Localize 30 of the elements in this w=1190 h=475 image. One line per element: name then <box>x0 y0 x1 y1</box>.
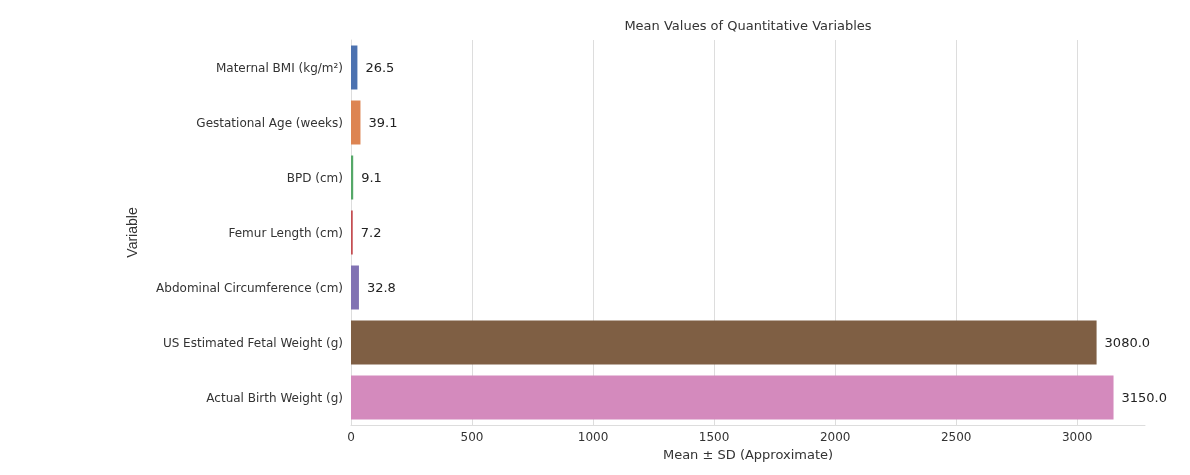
data-label: 39.1 <box>368 115 398 130</box>
y-tick-label: US Estimated Fetal Weight (g) <box>162 335 343 350</box>
data-label: 9.1 <box>361 170 382 185</box>
y-tick-label: BPD (cm) <box>286 170 343 185</box>
x-axis-title: Mean ± SD (Approximate) <box>662 446 834 462</box>
data-label: 3150.0 <box>1121 390 1168 405</box>
bar <box>351 265 359 310</box>
y-tick-label: Femur Length (cm) <box>228 225 343 240</box>
chart-title: Mean Values of Quantitative Variables <box>624 18 872 33</box>
data-label: 7.2 <box>360 225 382 240</box>
y-tick-label: Actual Birth Weight (g) <box>206 390 343 405</box>
bar <box>351 100 361 145</box>
data-label: 32.8 <box>366 280 396 295</box>
y-axis-title: Variable <box>124 207 140 258</box>
x-tick-label: 2500 <box>940 430 972 444</box>
x-tick-label: 3000 <box>1061 430 1093 444</box>
x-tick-label: 1000 <box>577 430 609 444</box>
x-tick-label: 0 <box>347 430 355 444</box>
bar <box>351 375 1114 420</box>
y-tick-label: Maternal BMI (kg/m²) <box>215 60 343 75</box>
data-label: 3080.0 <box>1104 335 1151 350</box>
bar <box>351 45 358 90</box>
x-tick-label: 500 <box>460 430 484 444</box>
bar <box>351 320 1097 365</box>
y-tick-label: Abdominal Circumference (cm) <box>156 280 343 295</box>
data-label: 26.5 <box>365 60 395 75</box>
x-tick-label: 2000 <box>819 430 851 444</box>
x-tick-label: 1500 <box>698 430 730 444</box>
bar <box>351 155 354 200</box>
y-tick-label: Gestational Age (weeks) <box>196 115 343 130</box>
